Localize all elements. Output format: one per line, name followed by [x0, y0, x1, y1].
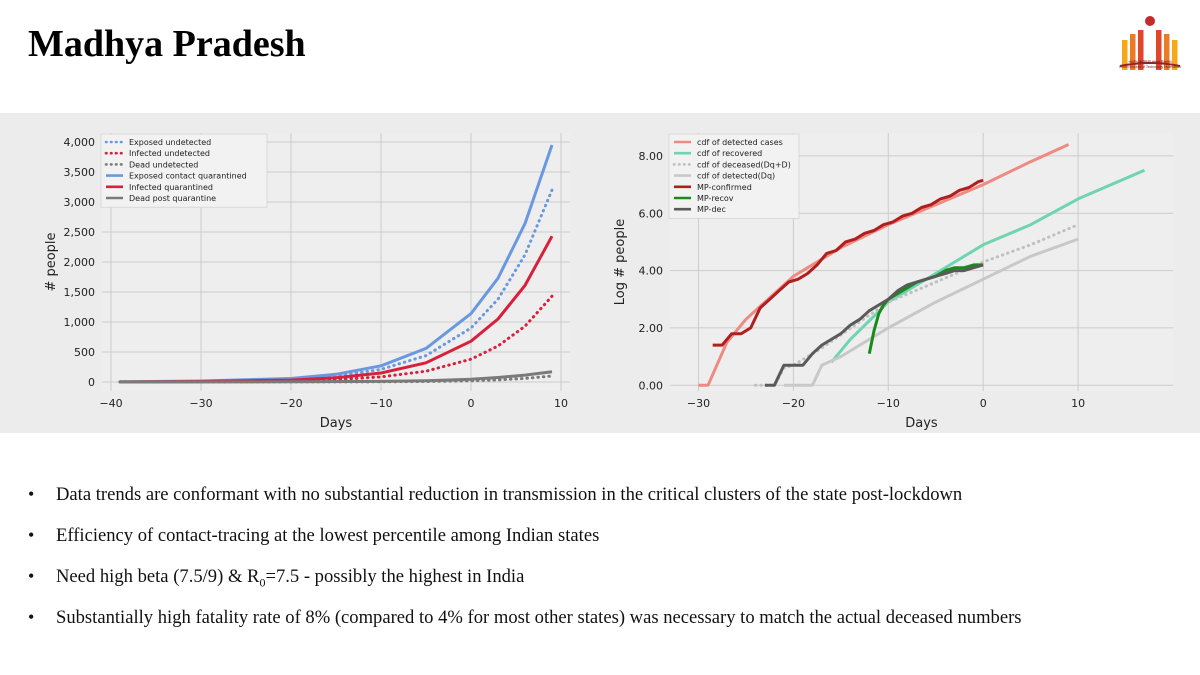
- x-tick-label: −10: [369, 397, 392, 410]
- bullet-text: Substantially high fatality rate of 8% (…: [56, 607, 1022, 628]
- slide-title: Madhya Pradesh: [28, 23, 306, 65]
- y-axis-label: # people: [44, 232, 59, 291]
- bullet-item: Efficiency of contact-tracing at the low…: [28, 525, 1022, 566]
- x-tick-label: −30: [189, 397, 212, 410]
- y-tick-label: 500: [74, 346, 95, 359]
- logo-dot: [1145, 16, 1155, 26]
- x-tick-label: −20: [279, 397, 302, 410]
- series-line: [119, 370, 553, 384]
- bullet-text-prefix: Need high beta (7.5/9) & R: [56, 566, 260, 587]
- x-tick-label: −30: [687, 397, 710, 410]
- y-tick-label: 1,500: [64, 286, 96, 299]
- legend-label: Exposed contact quarantined: [129, 172, 247, 181]
- logo-arc: [1119, 62, 1181, 67]
- x-tick-label: 10: [554, 397, 568, 410]
- logo-bar: [1156, 30, 1162, 70]
- y-tick-label: 8.00: [639, 150, 664, 163]
- logo-bar: [1164, 34, 1170, 70]
- bullet-text: Data trends are conformant with no subst…: [56, 484, 963, 505]
- legend-label: cdf of recovered: [697, 149, 762, 158]
- bullet-item: Data trends are conformant with no subst…: [28, 484, 1022, 525]
- y-axis-label: Log # people: [613, 219, 628, 305]
- legend-label: MP-confirmed: [697, 183, 752, 192]
- series-line: [712, 178, 984, 347]
- iith-logo-icon: [1119, 16, 1181, 70]
- x-tick-label: −20: [782, 397, 805, 410]
- x-tick-label: 0: [468, 397, 475, 410]
- x-axis-label: Days: [320, 416, 353, 431]
- legend-label: Dead post quarantine: [129, 194, 216, 203]
- logo-bars: [1119, 30, 1181, 70]
- y-tick-label: 2.00: [639, 322, 664, 335]
- logo-bar: [1138, 30, 1144, 70]
- logo-caption: भारतीय प्रौद्योगिकी संस्थान हैदराबाद Ind…: [1108, 60, 1192, 69]
- logo-bar: [1130, 34, 1136, 70]
- left-chart: −40 −30 −20 −10 0 10 0 500 1,000 1,500 2,000 2,500 3…: [44, 133, 570, 431]
- logo-caption-english: Indian Institute of Technology Hyderabad: [1119, 64, 1181, 69]
- y-tick-label: 3,000: [64, 196, 96, 209]
- x-tick-label: 10: [1071, 397, 1085, 410]
- y-tick-label: 1,000: [64, 316, 96, 329]
- legend-label: MP-dec: [697, 205, 726, 214]
- legend-box: [100, 133, 268, 208]
- legend-label: cdf of deceased(Dq+D): [697, 160, 791, 169]
- y-tick-label: 4.00: [639, 265, 664, 278]
- legend-label: cdf of detected(Dq): [697, 172, 775, 181]
- legend-label: cdf of detected cases: [697, 138, 783, 147]
- bullet-subscript: 0: [259, 575, 266, 590]
- x-tick-label: −40: [99, 397, 122, 410]
- x-tick-label: −10: [877, 397, 900, 410]
- series-line: [764, 263, 984, 387]
- right-chart: −30 −20 −10 0 10 0.00 2.00 4.00 6.00 8.00 Days Log …: [613, 133, 1173, 431]
- y-tick-label: 0: [88, 376, 95, 389]
- series-line: [867, 263, 984, 355]
- logo-bar: [1172, 40, 1178, 70]
- bullet-item: Substantially high fatality rate of 8% (…: [28, 607, 1022, 648]
- y-tick-label: 0.00: [639, 379, 664, 392]
- charts-panel: −40 −30 −20 −10 0 10 0 500 1,000 1,500 2,000 2,500 3…: [0, 113, 1200, 433]
- bullet-text-suffix: =7.5 - possibly the highest in India: [265, 566, 525, 587]
- x-tick-label: 0: [980, 397, 987, 410]
- y-tick-label: 2,000: [64, 256, 96, 269]
- bullet-text: Efficiency of contact-tracing at the low…: [56, 525, 600, 546]
- y-tick-label: 2,500: [64, 226, 96, 239]
- x-axis-label: Days: [905, 416, 938, 431]
- logo-bar: [1122, 40, 1128, 70]
- legend-label: Exposed undetected: [129, 138, 211, 147]
- legend-label: Infected quarantined: [129, 183, 213, 192]
- legend-label: Infected undetected: [129, 149, 210, 158]
- series-line: [783, 237, 1079, 387]
- legend-label: Dead undetected: [129, 160, 198, 169]
- y-tick-label: 4,000: [64, 136, 96, 149]
- logo-caption-hindi: भारतीय प्रौद्योगिकी संस्थान हैदराबाद: [1128, 60, 1172, 64]
- y-tick-label: 3,500: [64, 166, 96, 179]
- legend-label: MP-recov: [697, 194, 734, 203]
- bullet-item: Need high beta (7.5/9) & R0=7.5 - possib…: [28, 566, 1022, 607]
- series-line: [830, 168, 1146, 364]
- bullet-list: Data trends are conformant with no subst…: [28, 484, 1022, 648]
- y-tick-label: 6.00: [639, 207, 664, 220]
